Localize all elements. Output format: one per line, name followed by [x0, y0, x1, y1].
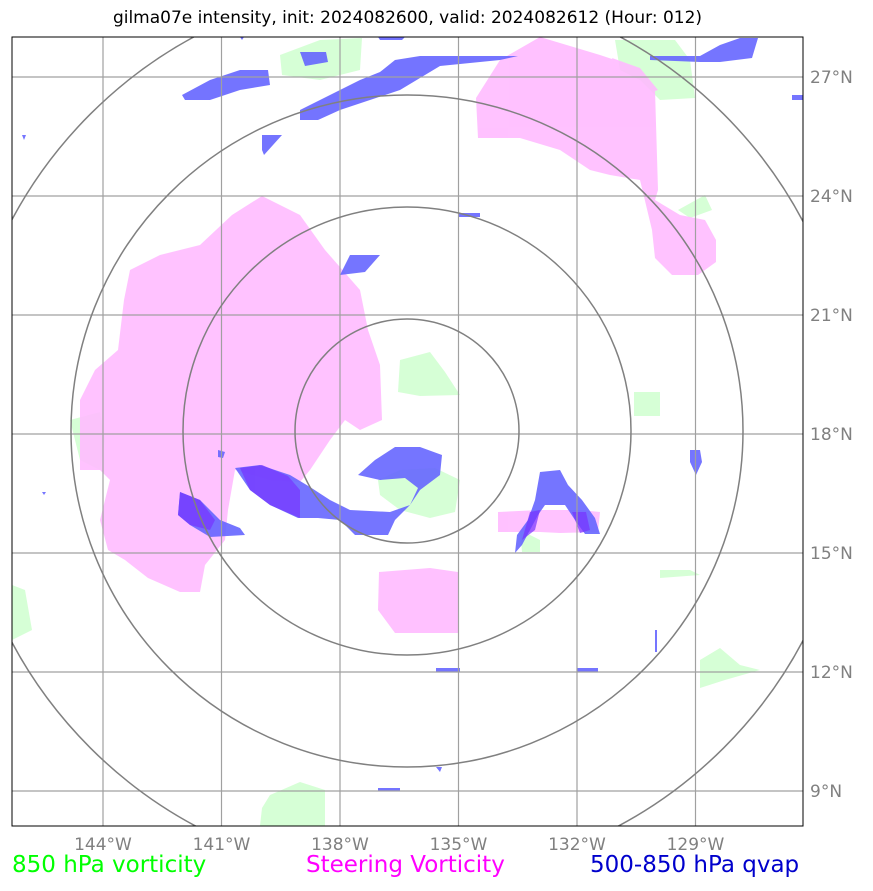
longitude-label: 132°W [548, 835, 606, 855]
vorticity-850-area [700, 648, 760, 688]
qvap-area [515, 470, 600, 553]
qvap-area [577, 668, 598, 672]
latitude-label: 24°N [810, 187, 853, 207]
qvap-area [22, 135, 26, 140]
qvap-area [522, 510, 540, 540]
distance-ring [182, 206, 632, 656]
latitude-labels: 27°N 24°N 21°N 18°N 15°N 12°N 9°N [810, 68, 853, 802]
qvap-area [650, 38, 758, 62]
steering-vorticity-area [476, 37, 716, 275]
steering-vorticity-fields [80, 37, 716, 633]
latitude-label: 15°N [810, 544, 853, 564]
longitude-label: 129°W [667, 835, 725, 855]
legend-qvap: 500-850 hPa qvap [590, 852, 800, 878]
longitude-label: 141°W [193, 835, 251, 855]
qvap-area [262, 135, 282, 155]
qvap-area [240, 465, 300, 518]
vorticity-850-area [615, 40, 695, 100]
qvap-area [340, 255, 380, 275]
vorticity-850-area [378, 468, 460, 518]
qvap-area [436, 668, 460, 672]
vorticity-850-area [634, 392, 660, 416]
distance-ring [70, 94, 744, 768]
qvap-area [378, 37, 405, 40]
legend-850-vorticity: 850 hPa vorticity [12, 852, 207, 878]
qvap-area [378, 788, 400, 791]
latitude-label: 18°N [810, 425, 853, 445]
latitude-label: 12°N [810, 663, 853, 683]
distance-ring [294, 318, 520, 544]
qvap-area [235, 447, 442, 535]
qvap-area [178, 492, 215, 530]
longitude-label: 138°W [311, 835, 369, 855]
longitude-labels: 144°W 141°W 138°W 135°W 132°W 129°W [74, 835, 724, 855]
graticule [12, 37, 803, 826]
latitude-label: 21°N [810, 306, 853, 326]
distance-rings [12, 37, 803, 826]
qvap-area [436, 767, 442, 772]
vorticity-850-area [12, 585, 32, 640]
qvap-area [42, 492, 46, 495]
latitude-label: 9°N [810, 782, 842, 802]
plot-frame [11, 36, 804, 827]
longitude-label: 135°W [430, 835, 488, 855]
vorticity-850-area [260, 782, 325, 826]
steering-vorticity-area [80, 196, 382, 592]
steering-vorticity-area [378, 568, 458, 633]
vorticity-850-area [660, 570, 700, 578]
qvap-area [655, 630, 657, 652]
longitude-label: 144°W [74, 835, 132, 855]
vorticity-850-area [398, 352, 460, 396]
qvap-area [300, 52, 328, 66]
qvap-area [792, 95, 803, 100]
latitude-label: 27°N [810, 68, 853, 88]
legend-steering-vorticity: Steering Vorticity [306, 852, 505, 878]
qvap-area [240, 37, 244, 40]
qvap-area [182, 70, 270, 100]
plot-title: gilma07e intensity, init: 2024082600, va… [112, 8, 703, 28]
qvap-area [300, 56, 518, 120]
